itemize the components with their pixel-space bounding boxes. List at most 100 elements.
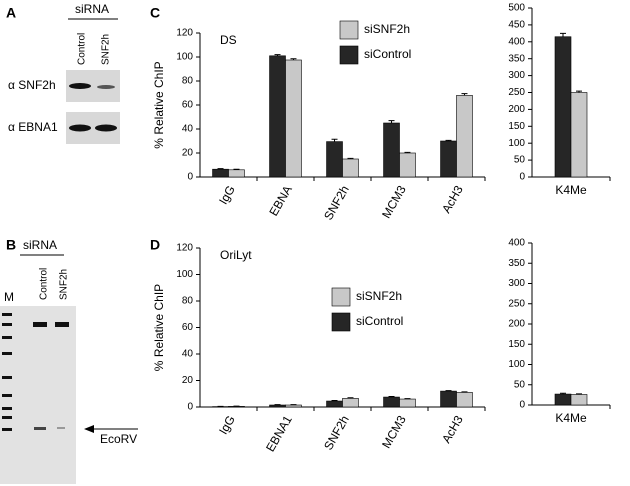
y-tick-label: 100 [508,359,525,370]
bar [212,168,229,178]
annotation: OriLyt [220,248,252,262]
bar [383,396,400,408]
bar [285,59,302,178]
bar [269,55,286,178]
y-tick-label: 0 [187,172,193,183]
bar [570,92,588,178]
bar [554,36,572,178]
y-tick-label: 120 [176,28,193,39]
gel [0,306,76,484]
bar [326,141,343,178]
legend-swatch [339,20,359,40]
bar [383,122,400,178]
y-tick-label: 100 [508,138,525,149]
y-tick-label: 0 [519,400,525,411]
x-tick-label: K4Me [555,183,587,197]
error-bar [388,120,395,123]
group-label: siRNA [75,2,109,16]
error-bar [461,391,468,393]
band [33,322,47,327]
lane-label: Control [77,33,88,65]
bar [456,392,473,408]
x-tick-label: IgG [216,183,238,207]
error-bar [560,392,566,395]
y-tick-label: 350 [508,53,525,64]
y-tick-label: 500 [508,3,525,14]
legend-label: siSNF2h [356,289,402,303]
panel-letter: C [150,5,160,21]
x-tick-label: MCM3 [379,413,409,451]
panel-letter: D [150,237,160,253]
legend-swatch [331,312,351,332]
y-tick-label: 60 [182,322,194,333]
band [97,85,115,89]
panel-letter: A [6,5,16,21]
y-tick-label: 20 [182,148,194,159]
error-bar [445,139,452,141]
error-bar [576,90,582,93]
bar [326,400,343,408]
x-tick-label: K4Me [555,411,587,425]
bar [399,152,416,178]
lane-label: SNF2h [101,34,112,65]
y-tick-label: 350 [508,258,525,269]
panel-letter: B [6,237,16,253]
bar [342,398,359,408]
bar [554,393,572,406]
band [55,322,69,327]
arrow-head [84,425,94,433]
legend-swatch [331,287,351,307]
error-bar [290,58,297,60]
x-tick-label: IgG [216,413,238,437]
y-tick-label: 150 [508,121,525,132]
legend-swatch [339,45,359,65]
legend-label: siControl [356,314,403,328]
y-tick-label: 20 [182,375,194,386]
legend-label: siSNF2h [364,22,410,36]
x-tick-label: SNF2h [321,413,352,452]
error-bar [576,393,582,395]
error-bar [404,151,411,153]
y-tick-label: 80 [182,296,194,307]
y-tick-label: 50 [514,379,526,390]
y-axis-label: % Relative ChIP [152,61,166,148]
row-label: α EBNA1 [8,120,58,134]
y-tick-label: 0 [187,402,193,413]
y-tick-label: 250 [508,87,525,98]
y-tick-label: 100 [176,52,193,63]
bar [570,394,588,406]
lane-label: Control [39,268,50,300]
y-tick-label: 250 [508,298,525,309]
error-bar [217,168,224,170]
error-bar [560,32,566,37]
annotation: DS [220,33,237,47]
x-tick-label: SNF2h [321,183,352,222]
legend-label: siControl [364,47,411,61]
y-tick-label: 300 [508,278,525,289]
bar [285,404,302,408]
bar [342,158,359,178]
y-tick-label: 80 [182,76,194,87]
error-bar [347,157,354,159]
error-bar [274,54,281,56]
y-tick-label: 200 [508,319,525,330]
y-tick-label: 300 [508,70,525,81]
bar [228,169,245,178]
error-bar [233,168,240,170]
x-tick-label: AcH3 [439,413,466,446]
y-tick-label: 450 [508,20,525,31]
y-tick-label: 400 [508,238,525,249]
x-tick-label: AcH3 [439,183,466,216]
band [95,124,117,132]
arrow-label: EcoRV [100,432,137,446]
y-tick-label: 60 [182,100,194,111]
error-bar [461,93,468,96]
y-tick-label: 40 [182,349,194,360]
group-label: siRNA [23,238,57,252]
bar [440,390,457,408]
band [69,83,91,89]
y-tick-label: 120 [176,243,193,254]
y-tick-label: 150 [508,339,525,350]
error-bar [445,390,452,392]
